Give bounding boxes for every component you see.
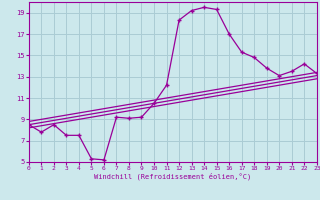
X-axis label: Windchill (Refroidissement éolien,°C): Windchill (Refroidissement éolien,°C) (94, 173, 252, 180)
